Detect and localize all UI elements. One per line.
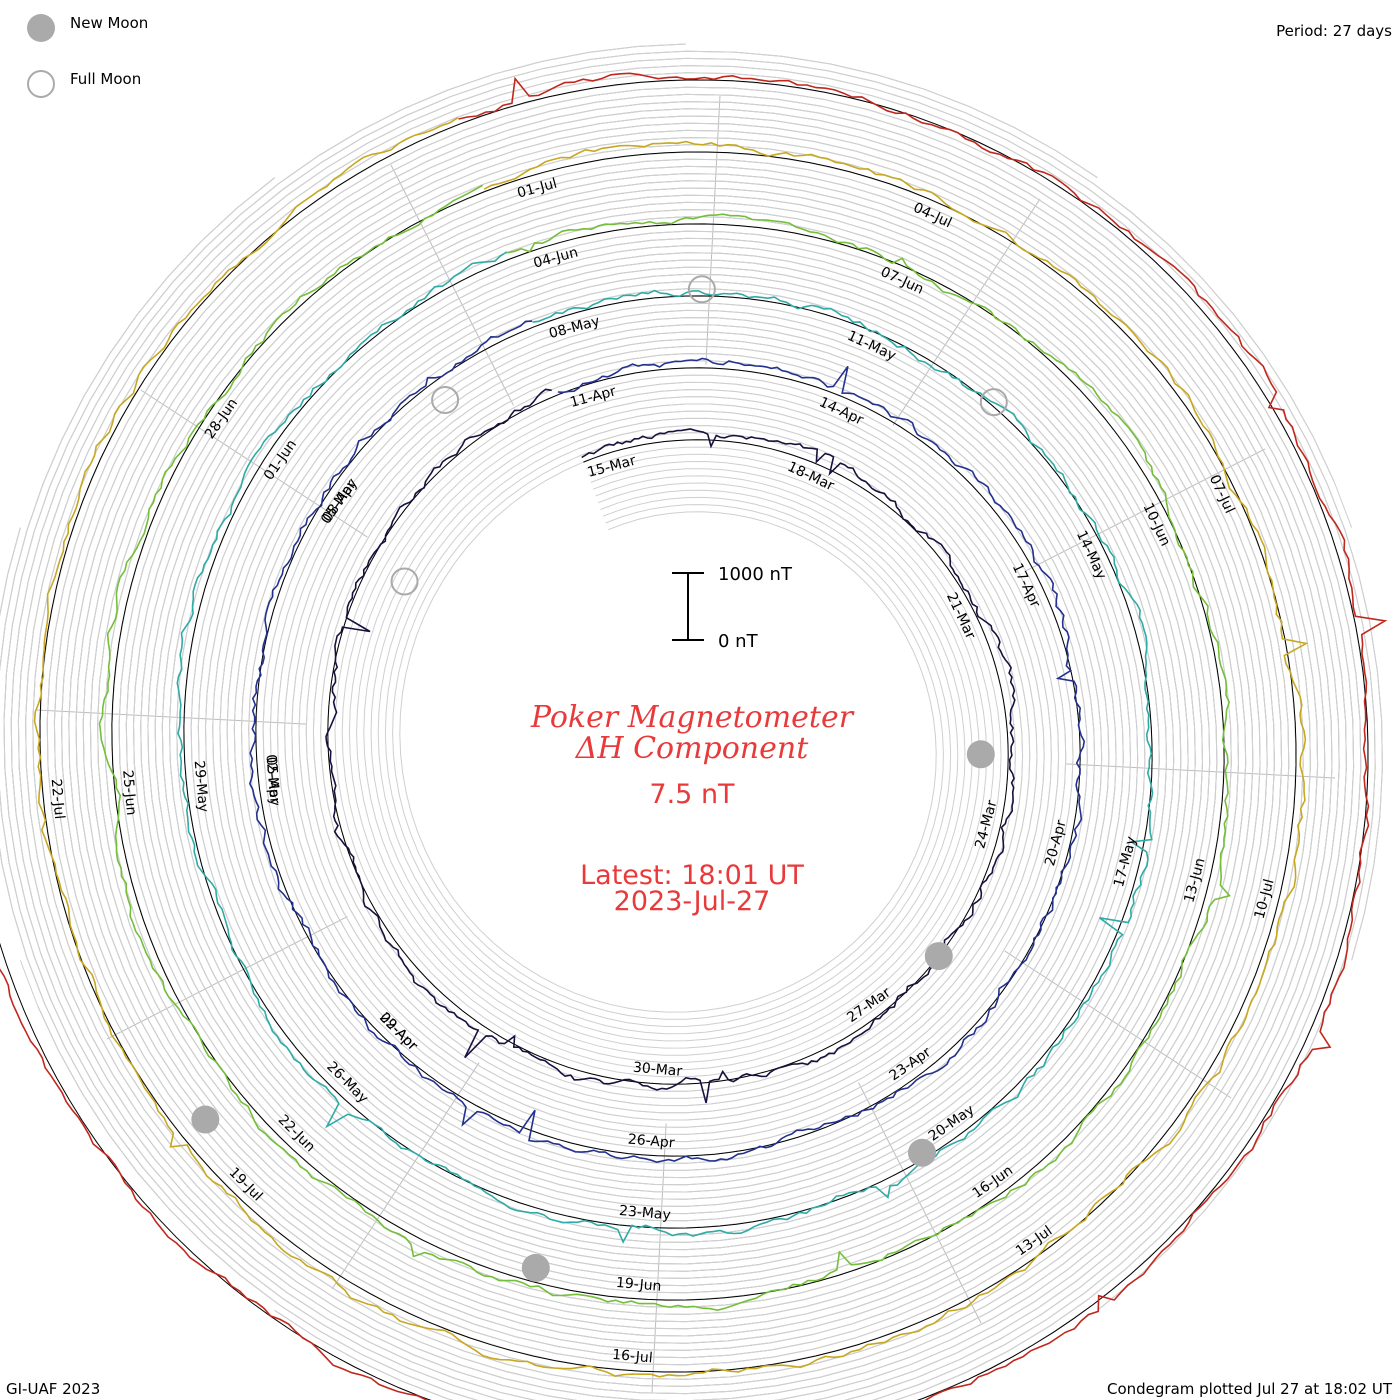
grid-spoke <box>1065 763 1336 779</box>
date-label: 26-Apr <box>627 1131 675 1151</box>
grid-spoke <box>892 198 1041 426</box>
date-label: 26-May <box>323 1059 371 1107</box>
rotation-baseline <box>183 258 1153 1229</box>
footer-credit: GI-UAF 2023 <box>6 1380 101 1398</box>
date-label: 16-Jul <box>612 1347 654 1366</box>
date-label: 19-Jun <box>615 1275 662 1295</box>
date-label: 22-Jul <box>48 778 67 820</box>
full-moon-icon <box>687 275 716 304</box>
rotation-traces <box>0 72 1388 1400</box>
current-value: 7.5 nT <box>649 779 735 810</box>
chart-subtitle: ΔH Component <box>575 731 809 766</box>
footer-plot-time: Condegram plotted Jul 27 at 18:02 UT <box>1106 1380 1392 1398</box>
grid-ring <box>0 108 1340 1400</box>
grid-spoke <box>651 1123 667 1394</box>
grid-ring <box>19 93 1355 1400</box>
full-moon-legend-icon <box>27 70 55 98</box>
new-moon-icon <box>966 740 995 769</box>
chart-title: Poker Magnetometer <box>530 700 855 735</box>
rotation-trace <box>325 388 1016 1104</box>
date-label: 14-Apr <box>817 394 866 428</box>
date-label: 02-May <box>262 754 282 807</box>
scale-bar: 1000 nT 0 nT <box>672 564 793 652</box>
rotation-trace <box>98 184 1231 1312</box>
scale-bottom-label: 0 nT <box>718 631 759 652</box>
new-moon-legend-label: New Moon <box>70 14 149 32</box>
grid-ring <box>46 86 1362 1400</box>
date-label: 17-May <box>1111 835 1140 889</box>
date-label: 19-Jul <box>226 1165 266 1205</box>
rotation-trace <box>176 251 1154 1244</box>
new-moon-icon <box>908 1138 936 1167</box>
date-label: 23-May <box>618 1203 671 1223</box>
latest-time: Latest: 18:01 UT <box>580 860 804 891</box>
date-label: 05-Apr <box>263 756 283 804</box>
rotation-trace <box>0 72 1388 1400</box>
date-label: 17-Apr <box>1009 561 1043 610</box>
grid-ring <box>10 50 1326 1400</box>
date-label: 21-Mar <box>943 590 978 642</box>
date-label: 07-Jul <box>1206 472 1238 516</box>
rotation-trace <box>33 116 1309 1378</box>
date-label: 14-May <box>1073 528 1109 582</box>
date-label: 01-Jul <box>516 176 559 202</box>
full-moon-icon <box>979 388 1008 417</box>
rotation-baseline <box>255 326 1081 1157</box>
period-label: Period: 27 days <box>1276 22 1392 40</box>
moon-markers <box>191 275 1008 1282</box>
latest-date: 2023-Jul-27 <box>614 886 771 917</box>
date-label: 11-Apr <box>568 383 618 411</box>
rotation-baseline <box>39 123 1297 1373</box>
grid-spoke <box>705 94 721 365</box>
date-label: 11-May <box>845 328 899 364</box>
grid-spoke <box>36 709 307 725</box>
grid-ring <box>0 101 1347 1400</box>
grid-spoke <box>331 1062 480 1290</box>
grid-rings <box>0 43 1383 1400</box>
grid-ring <box>32 72 1376 1380</box>
date-label: 30-Mar <box>632 1060 683 1080</box>
grid-ring <box>25 65 1383 1387</box>
rotation-baseline <box>327 393 1009 1085</box>
date-label: 18-Mar <box>785 459 837 494</box>
grid-spoke <box>140 389 368 538</box>
grid-ring <box>3 43 1333 1400</box>
rotation-trace <box>248 320 1086 1164</box>
date-label: 29-May <box>191 760 211 813</box>
new-moon-icon <box>924 942 953 971</box>
new-moon-icon <box>521 1253 550 1282</box>
date-label: 10-Jul <box>1252 877 1278 920</box>
new-moon-icon <box>191 1105 220 1134</box>
grid-spoke <box>858 1082 982 1324</box>
full-moon-legend-label: Full Moon <box>70 70 142 88</box>
date-label: 22-Jun <box>275 1112 319 1156</box>
date-label: 07-Jun <box>878 264 926 298</box>
grid-spoke <box>1004 950 1232 1099</box>
grid-ring <box>17 57 1353 1395</box>
new-moon-legend-icon <box>27 14 55 42</box>
full-moon-icon <box>431 385 460 414</box>
scale-top-label: 1000 nT <box>718 564 793 585</box>
full-moon-icon <box>390 567 419 596</box>
date-label: 25-Jun <box>119 769 139 816</box>
rotation-baseline <box>0 79 1369 1400</box>
date-label: 13-Jul <box>1013 1223 1055 1259</box>
